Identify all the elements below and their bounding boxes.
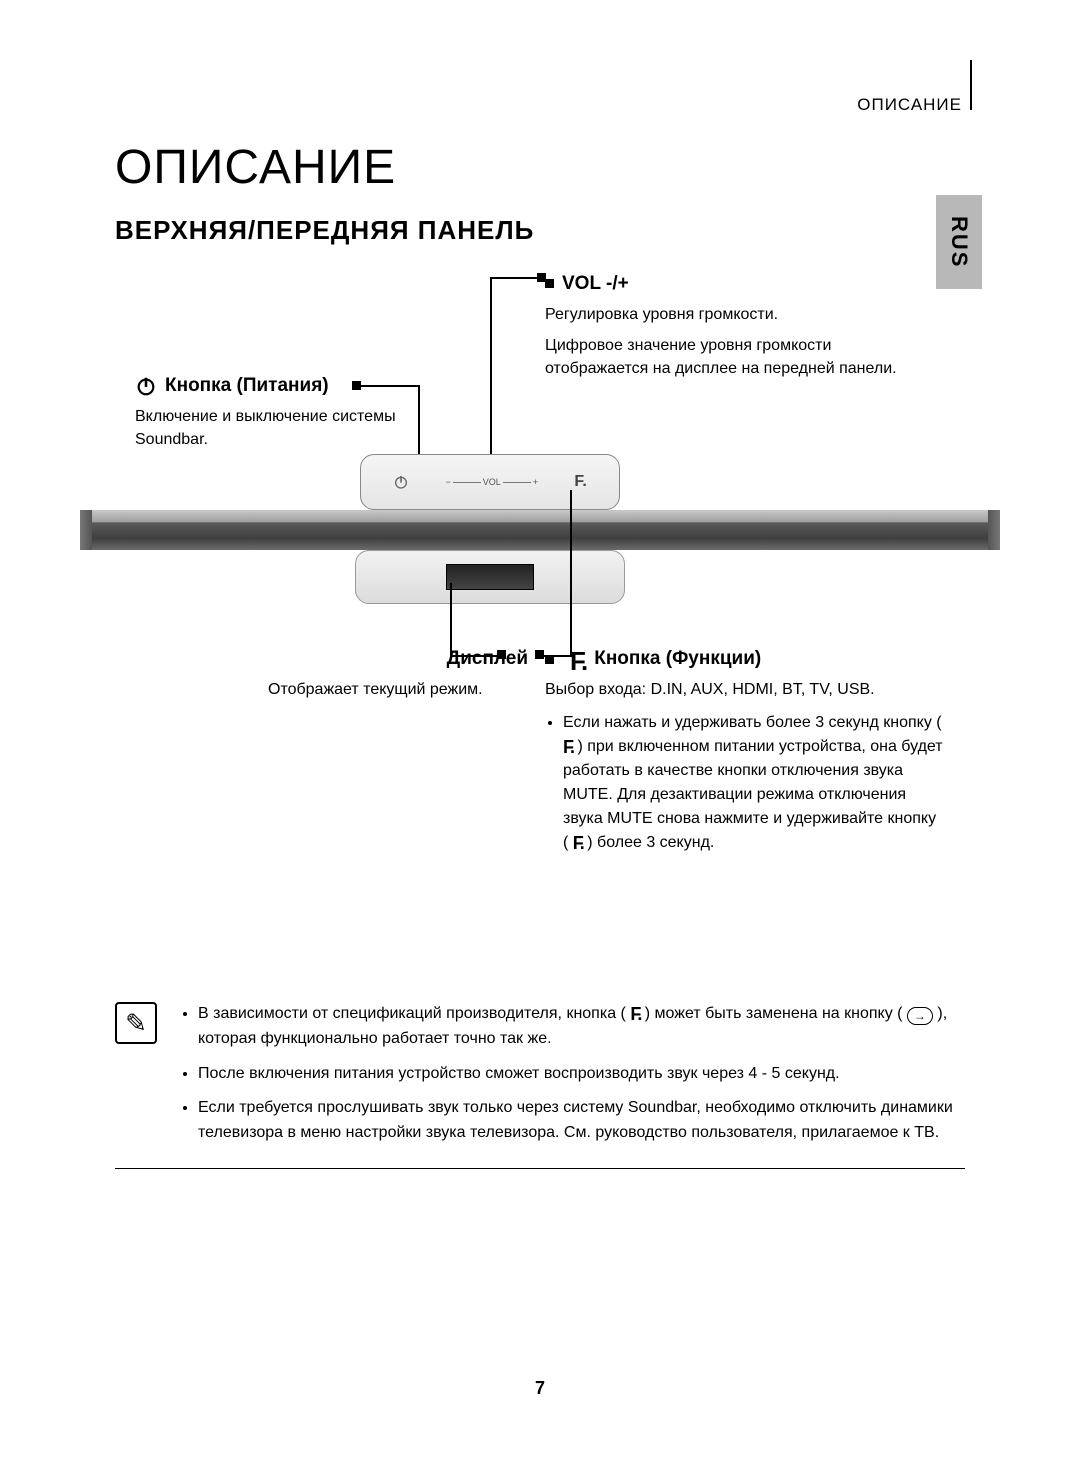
leader-line <box>570 490 572 655</box>
callout-power-desc: Включение и выключение системы Soundbar. <box>135 405 415 451</box>
function-bullet: Если нажать и удерживать более 3 секунд … <box>563 711 945 855</box>
manual-page: ОПИСАНИЕ ОПИСАНИЕ ВЕРХНЯЯ/ПЕРЕДНЯЯ ПАНЕЛ… <box>0 0 1080 1479</box>
header-section-label: ОПИСАНИЕ <box>857 95 962 115</box>
note-icon: ✎ <box>115 1002 157 1044</box>
language-tab: RUS <box>936 195 982 289</box>
section-heading: ВЕРХНЯЯ/ПЕРЕДНЯЯ ПАНЕЛЬ <box>115 215 534 246</box>
soundbar-front-panel <box>355 550 625 604</box>
square-bullet-icon <box>545 279 554 288</box>
language-tab-label: RUS <box>946 216 972 268</box>
callout-function-title: Кнопка (Функции) <box>594 648 761 670</box>
notes-divider <box>115 1168 965 1169</box>
leader-line <box>490 277 540 279</box>
note-item: После включения питания устройство сможе… <box>198 1062 960 1087</box>
text: В зависимости от спецификаций производит… <box>198 1005 626 1022</box>
page-number: 7 <box>0 1378 1080 1399</box>
callout-function: F. Кнопка (Функции) Выбор входа: D.IN, A… <box>545 648 945 855</box>
source-icon: → <box>907 1007 933 1025</box>
leader-line <box>490 277 492 465</box>
text: Если нажать и удерживать более 3 секунд … <box>563 714 942 731</box>
callout-display-title: Дисплей <box>447 648 528 669</box>
leader-line <box>450 583 452 655</box>
pencil-icon: ✎ <box>125 1008 147 1039</box>
function-indicator: F. <box>574 473 586 491</box>
text: ) более 3 секунд. <box>587 834 714 851</box>
leader-line <box>418 385 420 465</box>
power-icon <box>393 474 409 490</box>
callout-function-inputs: Выбор входа: D.IN, AUX, HDMI, BT, TV, US… <box>545 678 945 701</box>
function-icon: F. <box>570 652 586 672</box>
callout-volume-line1: Регулировка уровня громкости. <box>545 303 935 326</box>
note-item: В зависимости от спецификаций производит… <box>198 1002 960 1052</box>
soundbar-body <box>80 510 1000 550</box>
leader-line <box>360 385 420 387</box>
callout-display-desc: Отображает текущий режим. <box>268 678 528 701</box>
leader-line <box>540 655 572 657</box>
header-divider <box>970 60 972 110</box>
vol-label: VOL <box>483 477 501 487</box>
vol-indicator: −VOL+ <box>445 477 538 487</box>
note-item: Если требуется прослушивать звук только … <box>198 1096 960 1146</box>
text: ) может быть заменена на кнопку ( <box>645 1005 903 1022</box>
page-title: ОПИСАНИЕ <box>115 140 396 195</box>
leader-end <box>497 650 506 659</box>
lcd-display <box>446 564 534 590</box>
function-icon: F. <box>630 1008 640 1022</box>
power-icon <box>135 375 157 397</box>
notes-list: В зависимости от спецификаций производит… <box>180 1002 960 1156</box>
callout-volume: VOL -/+ Регулировка уровня громкости. Ци… <box>545 273 935 381</box>
leader-end <box>537 273 546 282</box>
soundbar-top-panel: −VOL+ F. <box>360 454 620 510</box>
leader-line <box>450 655 500 657</box>
function-icon: F. <box>573 837 583 851</box>
callout-volume-title: VOL -/+ <box>562 273 629 294</box>
callout-power-title: Кнопка (Питания) <box>165 375 329 397</box>
leader-end <box>535 650 544 659</box>
callout-volume-line2: Цифровое значение уровня громкости отобр… <box>545 334 935 380</box>
function-icon: F. <box>563 741 573 755</box>
